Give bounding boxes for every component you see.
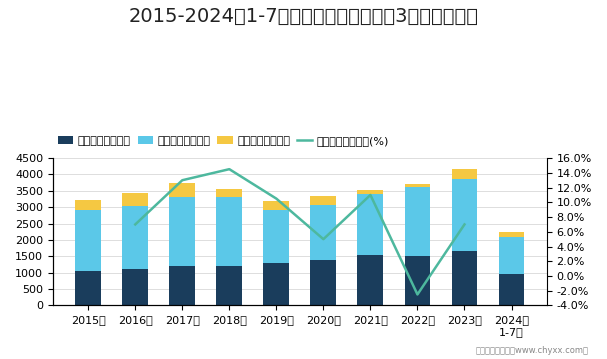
Bar: [263, 210, 290, 263]
Bar: [358, 194, 384, 255]
Bar: [169, 266, 195, 306]
Bar: [358, 190, 384, 194]
Bar: [75, 271, 101, 306]
Bar: [217, 188, 242, 197]
Bar: [75, 210, 101, 271]
销售费用累计增长(%): [367, 193, 374, 197]
Legend: 销售费用（亿元）, 管理费用（亿元）, 财务费用（亿元）, 销售费用累计增长(%): 销售费用（亿元）, 管理费用（亿元）, 财务费用（亿元）, 销售费用累计增长(%…: [53, 131, 394, 150]
Bar: [452, 180, 478, 251]
销售费用累计增长(%): [320, 237, 327, 241]
Bar: [310, 196, 336, 205]
Bar: [498, 237, 524, 274]
Text: 制图：智研咨询（www.chyxx.com）: 制图：智研咨询（www.chyxx.com）: [476, 346, 589, 355]
Bar: [310, 205, 336, 260]
Bar: [310, 260, 336, 306]
Bar: [404, 187, 430, 256]
Bar: [404, 256, 430, 306]
Bar: [123, 206, 148, 269]
Bar: [498, 274, 524, 306]
Bar: [358, 255, 384, 306]
Bar: [217, 197, 242, 266]
Bar: [217, 266, 242, 306]
Bar: [263, 201, 290, 210]
Bar: [263, 263, 290, 306]
Bar: [169, 183, 195, 197]
Bar: [169, 197, 195, 266]
Bar: [498, 233, 524, 237]
Bar: [452, 169, 478, 180]
销售费用累计增长(%): [178, 178, 186, 182]
Bar: [123, 269, 148, 306]
销售费用累计增长(%): [273, 196, 280, 201]
Bar: [404, 184, 430, 187]
Bar: [452, 251, 478, 306]
销售费用累计增长(%): [461, 222, 468, 227]
销售费用累计增长(%): [414, 292, 421, 297]
Text: 2015-2024年1-7月专用设备制造业企业3类费用统计图: 2015-2024年1-7月专用设备制造业企业3类费用统计图: [129, 7, 478, 26]
Bar: [75, 200, 101, 210]
销售费用累计增长(%): [132, 222, 139, 227]
Line: 销售费用累计增长(%): 销售费用累计增长(%): [135, 169, 464, 294]
Bar: [123, 194, 148, 206]
销售费用累计增长(%): [226, 167, 233, 171]
